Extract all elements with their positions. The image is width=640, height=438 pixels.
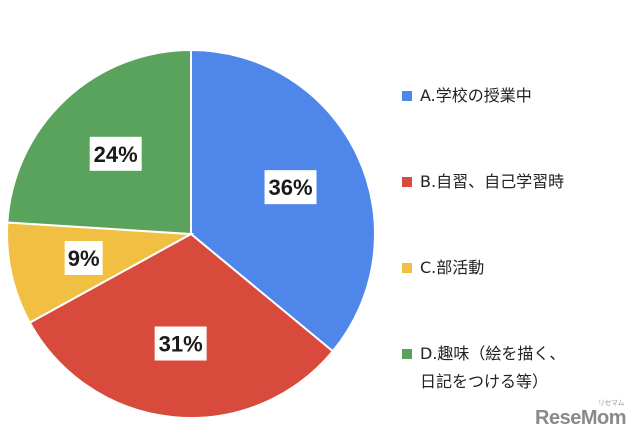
legend-label: A.学校の授業中 xyxy=(420,86,532,105)
legend-swatch xyxy=(402,177,412,187)
legend-item-c: C.部活動 xyxy=(402,254,638,340)
data-label-b: 31% xyxy=(154,326,207,361)
legend-label: B.自習、自己学習時 xyxy=(420,172,565,191)
data-label-a: 36% xyxy=(264,170,317,205)
logo-kana: リセマム xyxy=(598,400,625,407)
svg-text:24%: 24% xyxy=(94,142,138,167)
svg-text:36%: 36% xyxy=(269,175,313,200)
resemom-logo: リセマム ReseMom xyxy=(535,400,626,430)
legend-label: C.部活動 xyxy=(420,258,485,277)
legend: A.学校の授業中 B.自習、自己学習時 C.部活動 D.趣味（絵を描く、 日記をつける… xyxy=(402,82,638,426)
legend-item-b: B.自習、自己学習時 xyxy=(402,168,638,254)
svg-text:9%: 9% xyxy=(68,246,100,271)
legend-item-a: A.学校の授業中 xyxy=(402,82,638,168)
data-label-c: 9% xyxy=(64,240,103,275)
legend-swatch xyxy=(402,349,412,359)
legend-item-d: D.趣味（絵を描く、 日記をつける等） xyxy=(402,340,638,426)
legend-swatch xyxy=(402,263,412,273)
logo-text: ReseMom xyxy=(535,407,626,429)
legend-swatch xyxy=(402,91,412,101)
data-label-d: 24% xyxy=(89,136,142,171)
svg-text:31%: 31% xyxy=(159,332,203,357)
legend-label: D.趣味（絵を描く、 日記をつける等） xyxy=(420,344,566,391)
pie-slice-b xyxy=(28,232,335,419)
